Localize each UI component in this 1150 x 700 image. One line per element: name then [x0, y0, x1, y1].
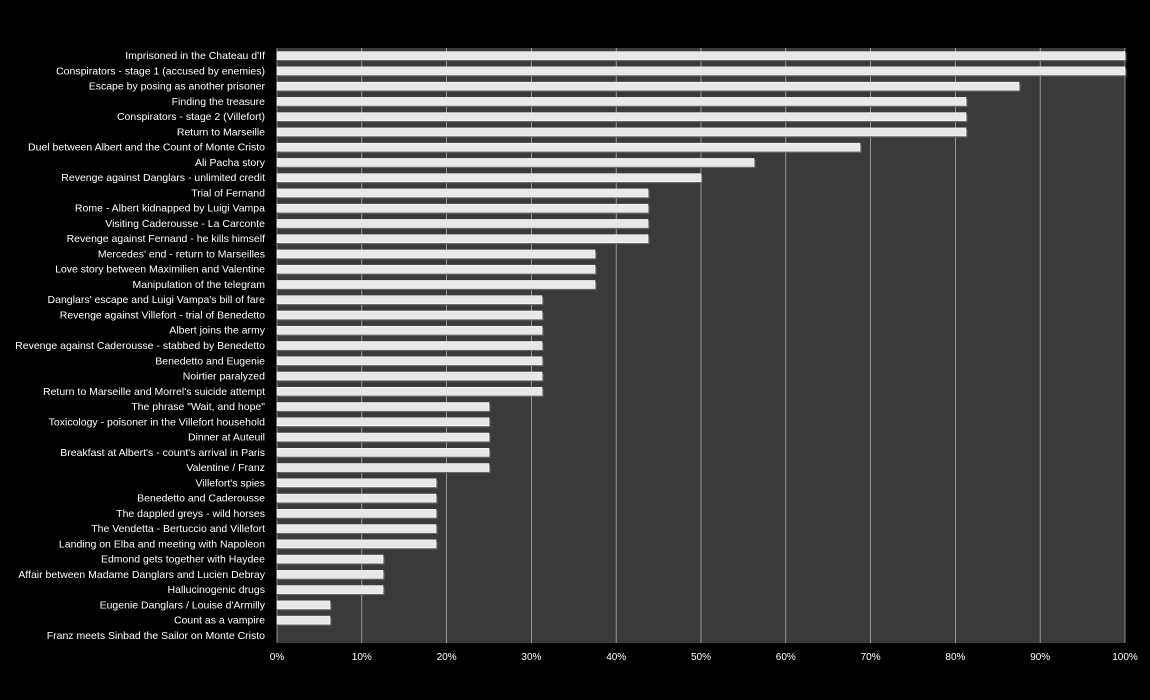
category-label: Count as a vampire — [174, 615, 265, 627]
x-tick-label: 90% — [1030, 652, 1050, 663]
category-label: Rome - Albert kidnapped by Luigi Vampa — [75, 203, 265, 215]
x-tick-label: 40% — [606, 652, 626, 663]
bar — [276, 600, 331, 610]
category-label: Albert joins the army — [169, 325, 265, 337]
category-label: Ali Pacha story — [195, 157, 266, 169]
category-label: Imprisoned in the Chateau d'If — [125, 50, 265, 62]
bar — [276, 112, 967, 121]
x-tick-label: 30% — [521, 652, 541, 663]
category-label: The Vendetta - Bertuccio and Villefort — [91, 523, 265, 535]
bar — [276, 341, 543, 350]
bar — [276, 249, 596, 259]
bar — [276, 97, 967, 106]
category-label: Return to Marseille and Morrel's suicide… — [43, 386, 265, 398]
bar — [276, 81, 1020, 91]
bar — [276, 127, 967, 137]
category-label: Benedetto and Eugenie — [155, 355, 265, 367]
category-label: Revenge against Fernand - he kills himse… — [67, 233, 266, 245]
category-label: Danglars' escape and Luigi Vampa's bill … — [48, 294, 266, 306]
bar — [276, 234, 649, 244]
bar — [276, 66, 1126, 76]
bar — [276, 570, 384, 579]
category-labels: Imprisoned in the Chateau d'If Conspirato… — [15, 50, 266, 642]
category-label: Visiting Caderousse - La Carconte — [105, 218, 265, 230]
bar — [276, 615, 331, 625]
bar — [276, 402, 490, 411]
x-tick-label: 80% — [945, 652, 965, 663]
bar — [276, 554, 384, 564]
bar — [276, 509, 437, 518]
category-label: Eugenie Danglars / Louise d'Armilly — [100, 599, 266, 611]
category-label: Franz meets Sinbad the Sailor on Monte C… — [47, 630, 265, 642]
bar — [276, 432, 490, 442]
category-label: Villefort's spies — [195, 477, 265, 489]
bar — [276, 524, 437, 533]
bar — [276, 51, 1126, 60]
category-label: Affair between Madame Danglars and Lucie… — [18, 569, 265, 581]
x-tick-label: 100% — [1112, 652, 1138, 663]
category-label: Dinner at Auteuil — [188, 432, 265, 444]
x-tick-label: 10% — [352, 652, 372, 663]
category-label: Toxicology - poisoner in the Villefort h… — [49, 416, 266, 428]
bar — [276, 478, 437, 488]
category-label: Landing on Elba and meeting with Napoleo… — [59, 538, 265, 550]
category-label: The phrase "Wait, and hope" — [131, 401, 265, 413]
category-label: Revenge against Caderousse - stabbed by … — [15, 340, 265, 352]
bars — [276, 51, 1127, 626]
x-tick-labels: 0% 10% 20% 30% 40% 50% 60% 70% 80% 90% 100% — [270, 652, 1138, 663]
bar — [276, 264, 596, 274]
category-label: Noirtier paralyzed — [183, 371, 265, 383]
category-label: Duel between Albert and the Count of Mon… — [28, 142, 265, 154]
category-label: Benedetto and Caderousse — [137, 493, 265, 505]
x-tick-label: 70% — [861, 652, 881, 663]
bar — [276, 463, 490, 472]
bar — [276, 371, 543, 381]
category-label: Escape by posing as another prisoner — [89, 81, 266, 93]
bar — [276, 356, 543, 366]
category-label: Manipulation of the telegram — [133, 279, 266, 291]
category-label: Revenge against Danglars - unlimited cre… — [61, 172, 265, 184]
bar — [276, 539, 437, 549]
category-label: Edmond gets together with Haydee — [101, 554, 265, 566]
category-label: Mercedes' end - return to Marseilles — [98, 248, 265, 260]
bar — [276, 188, 649, 198]
bar — [276, 386, 543, 396]
bar — [276, 585, 384, 594]
category-label: Hallucinogenic drugs — [168, 584, 265, 596]
category-label: Conspirators - stage 2 (Villefort) — [117, 111, 265, 123]
category-label: Valentine / Franz — [186, 462, 265, 474]
x-tick-label: 20% — [437, 652, 457, 663]
category-label: The dappled greys - wild horses — [116, 508, 265, 520]
category-label: Return to Marseille — [177, 126, 265, 138]
bar — [276, 295, 543, 305]
category-label: Trial of Fernand — [191, 187, 265, 199]
category-label: Love story between Maximilien and Valent… — [55, 264, 265, 276]
bar — [276, 142, 861, 152]
category-label: Conspirators - stage 1 (accused by enemi… — [56, 65, 265, 77]
bar — [276, 219, 649, 228]
category-label: Revenge against Villefort - trial of Ben… — [60, 309, 265, 321]
x-tick-label: 50% — [691, 652, 711, 663]
bar — [276, 310, 543, 320]
category-label: Breakfast at Albert's - count's arrival … — [60, 447, 265, 459]
bar — [276, 447, 490, 457]
bar — [276, 173, 702, 182]
x-tick-label: 0% — [270, 652, 285, 663]
bar — [276, 158, 755, 167]
category-label: Finding the treasure — [172, 96, 266, 108]
bar — [276, 203, 649, 213]
bar — [276, 417, 490, 427]
bar — [276, 325, 543, 335]
x-tick-label: 60% — [776, 652, 796, 663]
bar — [276, 280, 596, 289]
bar — [276, 493, 437, 503]
